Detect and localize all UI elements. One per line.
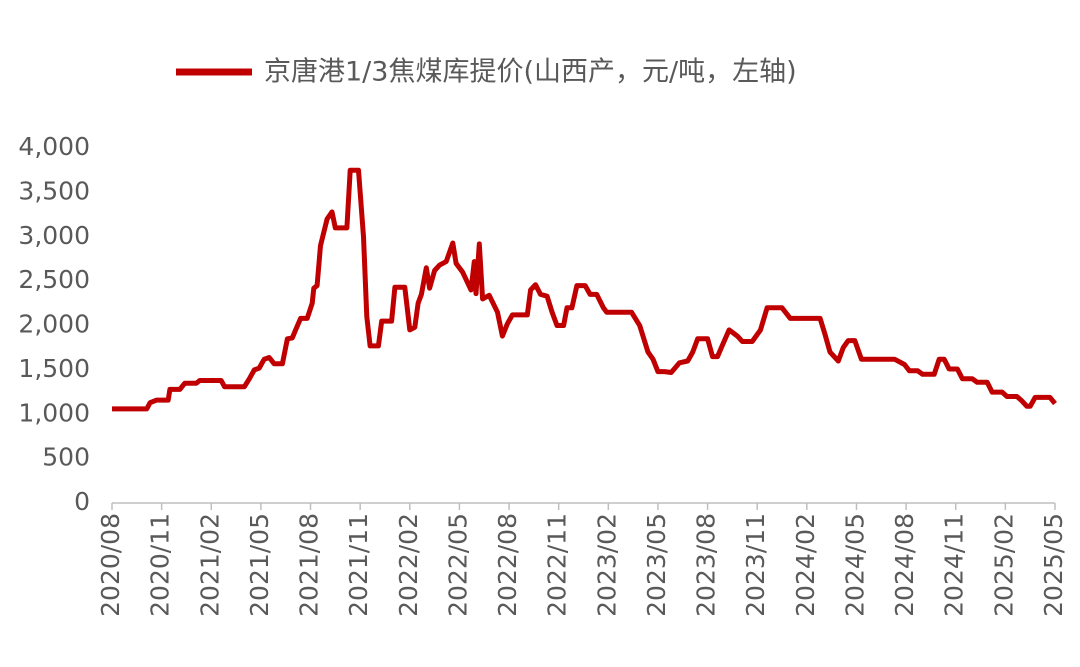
x-tick-label: 2020/11 <box>146 513 175 617</box>
x-tick-label: 2022/08 <box>493 513 522 617</box>
x-tick-label: 2022/05 <box>443 513 472 617</box>
y-tick-label: 1,000 <box>18 398 90 427</box>
y-tick-label: 2,500 <box>18 265 90 294</box>
x-tick-label: 2022/11 <box>543 513 572 617</box>
x-tick-label: 2021/08 <box>295 513 324 617</box>
y-tick-label: 4,000 <box>18 132 90 161</box>
y-tick-label: 2,000 <box>18 310 90 339</box>
y-tick-label: 1,500 <box>18 354 90 383</box>
x-tick-label: 2021/05 <box>245 513 274 617</box>
x-tick-label: 2024/02 <box>791 513 820 617</box>
y-tick-label: 500 <box>42 443 90 472</box>
x-tick-label: 2020/08 <box>96 513 125 617</box>
x-tick-label: 2024/05 <box>840 513 869 617</box>
x-tick-label: 2023/08 <box>692 513 721 617</box>
x-tick-label: 2024/11 <box>940 513 969 617</box>
x-tick-label: 2021/02 <box>195 513 224 617</box>
y-tick-label: 3,500 <box>18 176 90 205</box>
legend-label: 京唐港1/3焦煤库提价(山西产，元/吨，左轴) <box>264 57 797 88</box>
series-line <box>112 167 1057 412</box>
x-tick-label: 2021/11 <box>344 513 373 617</box>
x-tick-label: 2025/02 <box>989 513 1018 617</box>
x-tick-label: 2023/02 <box>592 513 621 617</box>
x-tick-label: 2022/02 <box>394 513 423 617</box>
y-tick-label: 0 <box>74 487 90 516</box>
x-tick-label: 2023/05 <box>642 513 671 617</box>
x-tick-label: 2025/05 <box>1039 513 1068 617</box>
x-tick-label: 2024/08 <box>890 513 919 617</box>
y-tick-label: 3,000 <box>18 221 90 250</box>
x-tick-label: 2023/11 <box>741 513 770 617</box>
